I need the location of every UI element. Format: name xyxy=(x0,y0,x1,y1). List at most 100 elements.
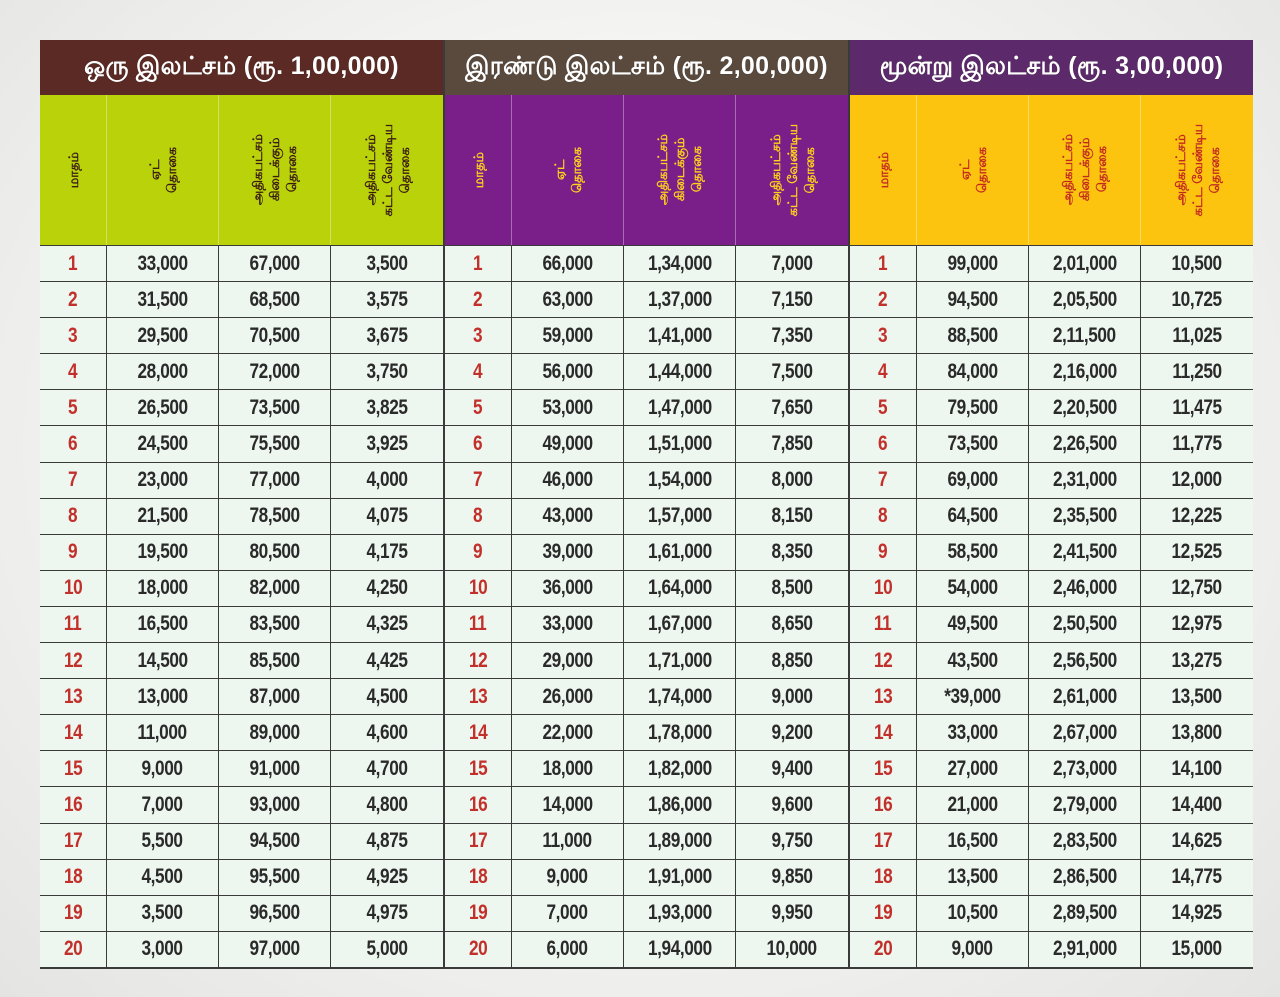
amount-value: 79,500 xyxy=(947,395,998,419)
month-number: 17 xyxy=(63,829,83,853)
month-number: 9 xyxy=(473,540,483,564)
amount-cell: 5,000 xyxy=(330,931,443,967)
month-cell: 2 xyxy=(445,282,511,317)
amount-cell: 1,93,000 xyxy=(623,895,735,931)
amount-cell: 70,500 xyxy=(218,318,330,354)
month-cell: 13 xyxy=(850,679,916,714)
amount-value: 2,79,000 xyxy=(1052,792,1117,816)
amount-cell: 2,46,000 xyxy=(1028,570,1140,606)
amount-cell: 8,500 xyxy=(735,570,848,606)
amount-value: 10,500 xyxy=(947,901,998,925)
amount-cell: 1,78,000 xyxy=(623,715,735,751)
table-row: 19 10,500 2,89,500 14,925 xyxy=(850,894,1253,931)
amount-value: 4,600 xyxy=(366,720,408,744)
amount-cell: 10,725 xyxy=(1140,282,1253,318)
amount-cell: 12,000 xyxy=(1140,462,1253,498)
amount-cell: 31,500 xyxy=(106,282,218,318)
amount-value: 11,025 xyxy=(1172,323,1222,347)
month-cell: 3 xyxy=(40,318,106,353)
amount-value: 1,44,000 xyxy=(647,359,712,383)
month-number: 1 xyxy=(878,251,888,275)
amount-value: 23,000 xyxy=(137,468,188,492)
amount-cell: 10,000 xyxy=(735,931,848,967)
amount-cell: 2,73,000 xyxy=(1028,751,1140,787)
amount-cell: 93,000 xyxy=(218,787,330,823)
amount-value: 49,500 xyxy=(947,612,998,636)
amount-cell: 7,850 xyxy=(735,426,848,462)
amount-value: 8,150 xyxy=(771,504,813,528)
amount-value: 4,700 xyxy=(366,756,408,780)
table-row: 12 29,000 1,71,000 8,850 xyxy=(445,642,848,679)
amount-value: 3,925 xyxy=(366,432,408,456)
table-row: 8 43,000 1,57,000 8,150 xyxy=(445,497,848,534)
amount-value: 2,46,000 xyxy=(1052,576,1117,600)
amount-value: 66,000 xyxy=(542,251,593,275)
amount-value: 11,475 xyxy=(1172,395,1222,419)
amount-value: 14,000 xyxy=(542,792,593,816)
amount-value: 13,500 xyxy=(1171,684,1223,708)
amount-value: 9,000 xyxy=(546,865,589,889)
amount-value: 9,000 xyxy=(771,684,813,708)
amount-value: 1,61,000 xyxy=(647,540,712,564)
amount-value: 14,400 xyxy=(1171,792,1223,816)
amount-value: 78,500 xyxy=(249,504,300,528)
table-row: 16 7,000 93,000 4,800 xyxy=(40,786,443,823)
amount-cell: 1,57,000 xyxy=(623,498,735,534)
amount-cell: 9,400 xyxy=(735,751,848,787)
amount-value: 7,000 xyxy=(546,901,589,925)
amount-cell: 3,000 xyxy=(106,931,218,967)
amount-cell: 9,000 xyxy=(106,751,218,787)
amount-value: 73,500 xyxy=(249,395,300,419)
month-cell: 8 xyxy=(850,499,916,534)
amount-cell: 2,20,500 xyxy=(1028,390,1140,426)
amount-cell: 54,000 xyxy=(916,570,1028,606)
month-cell: 20 xyxy=(850,932,916,967)
amount-value: 80,500 xyxy=(249,540,300,564)
amount-cell: 53,000 xyxy=(511,390,623,426)
amount-cell: 13,500 xyxy=(916,859,1028,895)
amount-cell: 67,000 xyxy=(218,246,330,282)
amount-cell: 4,500 xyxy=(106,859,218,895)
month-number: 4 xyxy=(878,359,888,383)
amount-value: 1,82,000 xyxy=(647,756,712,780)
amount-value: 9,200 xyxy=(771,720,813,744)
month-number: 3 xyxy=(878,323,888,347)
amount-value: 24,500 xyxy=(137,432,188,456)
amount-cell: 4,975 xyxy=(330,895,443,931)
table-row: 3 59,000 1,41,000 7,350 xyxy=(445,317,848,354)
amount-value: 63,000 xyxy=(542,287,593,311)
amount-value: 64,500 xyxy=(947,504,998,528)
month-number: 9 xyxy=(878,540,888,564)
amount-value: 10,500 xyxy=(1171,251,1223,275)
table-body: 1 99,000 2,01,000 10,500 2 94,500 2,05,500 10,7… xyxy=(850,245,1253,969)
amount-cell: 46,000 xyxy=(511,462,623,498)
column-header-row: மாதம் ஏட் தொகை அதிகபட்சம் கிடைக்கும் தொகை அ… xyxy=(850,95,1253,245)
table-row: 13 26,000 1,74,000 9,000 xyxy=(445,678,848,715)
amount-cell: 14,775 xyxy=(1140,859,1253,895)
month-number: 6 xyxy=(878,432,888,456)
amount-cell: 1,71,000 xyxy=(623,643,735,679)
amount-value: 14,625 xyxy=(1171,829,1223,853)
amount-cell: 8,350 xyxy=(735,534,848,570)
table-row: 19 3,500 96,500 4,975 xyxy=(40,894,443,931)
column-header: அதிகபட்சம் கட்ட வேண்டிய தொகை xyxy=(1140,95,1253,245)
month-cell: 17 xyxy=(850,824,916,859)
month-cell: 9 xyxy=(40,535,106,570)
amount-value: 43,500 xyxy=(947,648,998,672)
plan-title: ஒரு இலட்சம் (ரூ. 1,00,000) xyxy=(40,40,443,95)
amount-cell: 14,500 xyxy=(106,643,218,679)
table-row: 5 79,500 2,20,500 11,475 xyxy=(850,389,1253,426)
plan-group-1: ஒரு இலட்சம் (ரூ. 1,00,000) மாதம் ஏட் தொகை அ… xyxy=(40,40,443,969)
table-row: 6 73,500 2,26,500 11,775 xyxy=(850,425,1253,462)
column-header: ஏட் தொகை xyxy=(511,95,623,245)
table-row: 9 19,500 80,500 4,175 xyxy=(40,533,443,570)
amount-cell: 4,325 xyxy=(330,606,443,643)
amount-value: 4,175 xyxy=(366,540,408,564)
amount-value: 26,000 xyxy=(542,684,593,708)
amount-cell: 94,500 xyxy=(916,282,1028,318)
amount-cell: 21,500 xyxy=(106,498,218,534)
amount-cell: 1,86,000 xyxy=(623,787,735,823)
amount-cell: 2,16,000 xyxy=(1028,354,1140,390)
table-body: 1 33,000 67,000 3,500 2 31,500 68,500 3,575 3 29,… xyxy=(40,245,443,969)
amount-value: 2,89,500 xyxy=(1052,901,1117,925)
